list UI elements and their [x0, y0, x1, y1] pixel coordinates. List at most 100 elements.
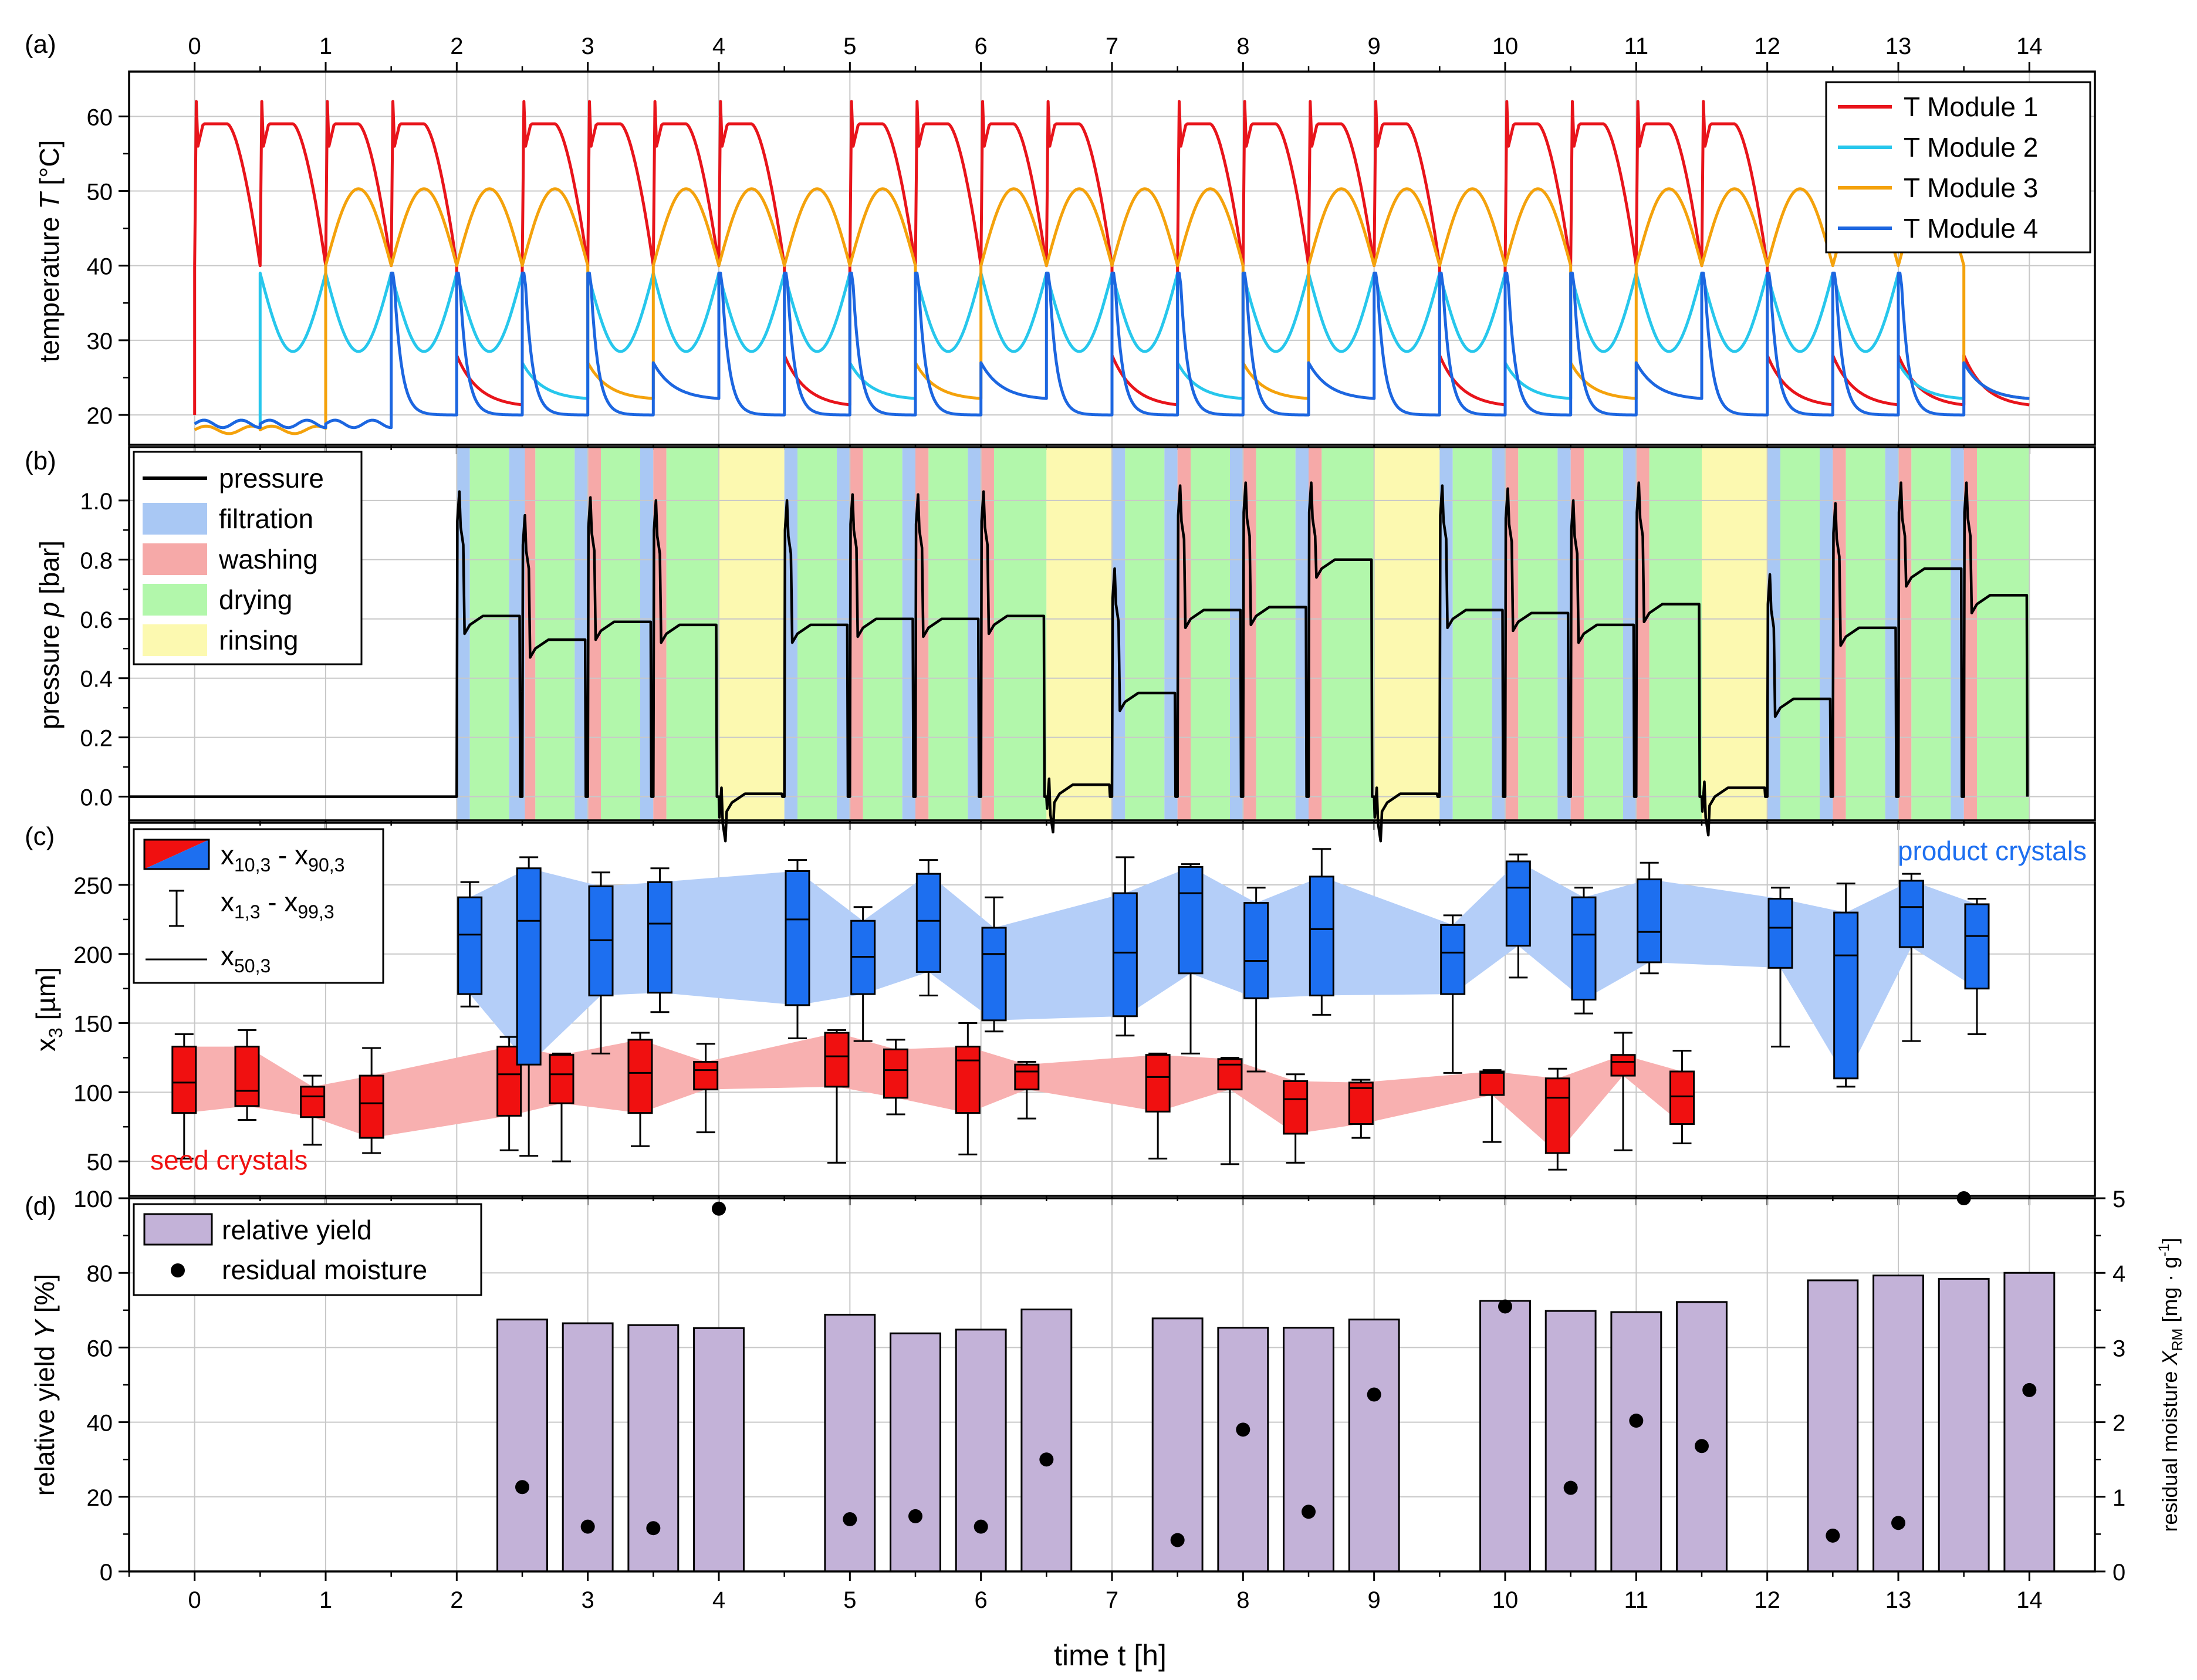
x-tick-label: 5: [843, 1587, 856, 1613]
legend-a: T Module 1 T Module 2 T Module 3 T Module 4: [1825, 81, 2091, 253]
y-tick-label: 150: [73, 1012, 113, 1037]
y2-tick-label: 2: [2112, 1411, 2125, 1436]
x-tick-label: 10: [1492, 1587, 1519, 1613]
x-tick-label: 14: [2016, 1587, 2043, 1613]
y2-tick-label: 0: [2112, 1560, 2125, 1586]
yield-bar: [1348, 1319, 1400, 1573]
y2-axis-label-d: residual moisture XRM [mg · g-1]: [2156, 1238, 2186, 1532]
product-box: [1571, 896, 1597, 1001]
panel-label-d: (d): [25, 1192, 56, 1221]
y2-tick-label: 5: [2112, 1187, 2125, 1212]
phase-drying: [994, 447, 1047, 820]
legend-d: relative yield residual moisture: [133, 1203, 482, 1296]
top-x-tick-label: 8: [1236, 33, 1249, 59]
phase-drying: [666, 447, 719, 820]
x-tick-label: 3: [582, 1587, 594, 1613]
yield-bar: [890, 1332, 941, 1573]
legend-label: T Module 4: [1904, 213, 2038, 244]
y-axis-label-c: x3 [µm]: [31, 967, 66, 1052]
phase-drying: [1191, 447, 1230, 820]
x-axis-label: time t [h]: [1054, 1639, 1167, 1672]
seed-box: [1610, 1054, 1636, 1077]
legend-swatch-frame: [143, 839, 210, 870]
legend-c: x10,3 - x90,3 x1,3 - x99,3 x50,3: [133, 828, 384, 984]
moisture-point: [1236, 1422, 1250, 1437]
y-tick-label: 100: [73, 1187, 113, 1212]
product-box: [1898, 880, 1924, 948]
moisture-point: [1826, 1528, 1840, 1543]
legend-box: [1825, 81, 2091, 253]
yield-bar: [955, 1329, 1007, 1573]
phase-washing: [1636, 447, 1650, 820]
phase-rinsing: [719, 447, 785, 820]
moisture-point: [1302, 1505, 1316, 1519]
x-tick-label: 0: [188, 1587, 201, 1613]
y2-tick-label: 4: [2112, 1261, 2125, 1287]
top-x-tick-label: 12: [1754, 33, 1780, 59]
y-axis-label-d: relative yield Y [%]: [29, 1274, 60, 1496]
panel-label-b: (b): [25, 447, 56, 475]
x-tick-label: 11: [1624, 1587, 1649, 1613]
phase-washing: [1963, 447, 1977, 820]
seed-box: [1544, 1077, 1570, 1154]
product-box: [647, 881, 672, 994]
panel-b: 0.0 0.2 0.4 0.6 0.8 1.0 pressure filtration was…: [25, 446, 2096, 843]
moisture-point: [515, 1480, 529, 1495]
moisture-point: [1695, 1439, 1709, 1453]
phase-rinsing: [1702, 447, 1767, 820]
y-tick-label: 20: [87, 1485, 113, 1511]
yield-bar: [1151, 1317, 1204, 1573]
top-x-tick-label: 1: [319, 33, 332, 59]
x-tick-label: 4: [712, 1587, 725, 1613]
y-tick-label: 40: [87, 1411, 113, 1436]
x-tick-label: 12: [1754, 1587, 1780, 1613]
top-x-tick-label: 9: [1368, 33, 1381, 59]
y-tick-label: 20: [87, 403, 113, 429]
product-box: [1178, 866, 1204, 975]
product-box: [516, 867, 542, 1066]
y-tick-label: 60: [87, 104, 113, 130]
moisture-point: [646, 1521, 661, 1536]
yield-bar: [1610, 1311, 1662, 1573]
moisture-point: [2022, 1382, 2037, 1397]
phase-drying: [1911, 447, 1951, 820]
legend-swatch: [143, 503, 207, 535]
legend-label: washing: [218, 544, 318, 574]
top-x-tick-label: 6: [975, 33, 988, 59]
top-x-tick-label: 4: [712, 33, 725, 59]
legend-label: pressure: [219, 463, 324, 493]
phase-drying: [1125, 447, 1165, 820]
yield-bar: [1283, 1327, 1334, 1573]
phase-drying: [601, 447, 640, 820]
yield-bar: [496, 1319, 548, 1573]
y2-tick-label: 3: [2112, 1336, 2125, 1361]
seed-box: [549, 1054, 574, 1104]
product-box: [981, 927, 1007, 1022]
series-line-4: [194, 271, 2030, 430]
top-x-tick-label: 3: [582, 33, 594, 59]
legend-label: T Module 3: [1904, 173, 2038, 203]
y-tick-label: 60: [87, 1336, 113, 1361]
y-tick-label: 0.0: [80, 785, 113, 811]
yield-bar: [693, 1327, 745, 1573]
moisture-point: [1891, 1516, 1905, 1530]
x-tick-label: 9: [1368, 1587, 1381, 1613]
y-tick-label: 0.4: [80, 667, 113, 692]
product-band: [469, 861, 1978, 1079]
yield-bar: [2003, 1272, 2056, 1573]
moisture-point: [974, 1519, 988, 1534]
top-x-tick-label: 7: [1106, 33, 1118, 59]
y-tick-label: 50: [87, 1150, 113, 1175]
y-tick-label: 0.6: [80, 607, 113, 633]
seed-crystals-label: seed crystals: [150, 1145, 307, 1175]
yield-bar: [1938, 1277, 1990, 1573]
top-x-tick-label: 2: [450, 33, 463, 59]
seed-box: [1348, 1081, 1374, 1125]
x-tick-label: 6: [975, 1587, 988, 1613]
top-x-tick-label: 5: [843, 33, 856, 59]
moisture-point: [1498, 1299, 1512, 1314]
panel-label-c: (c): [25, 822, 55, 851]
product-box: [1243, 902, 1269, 999]
